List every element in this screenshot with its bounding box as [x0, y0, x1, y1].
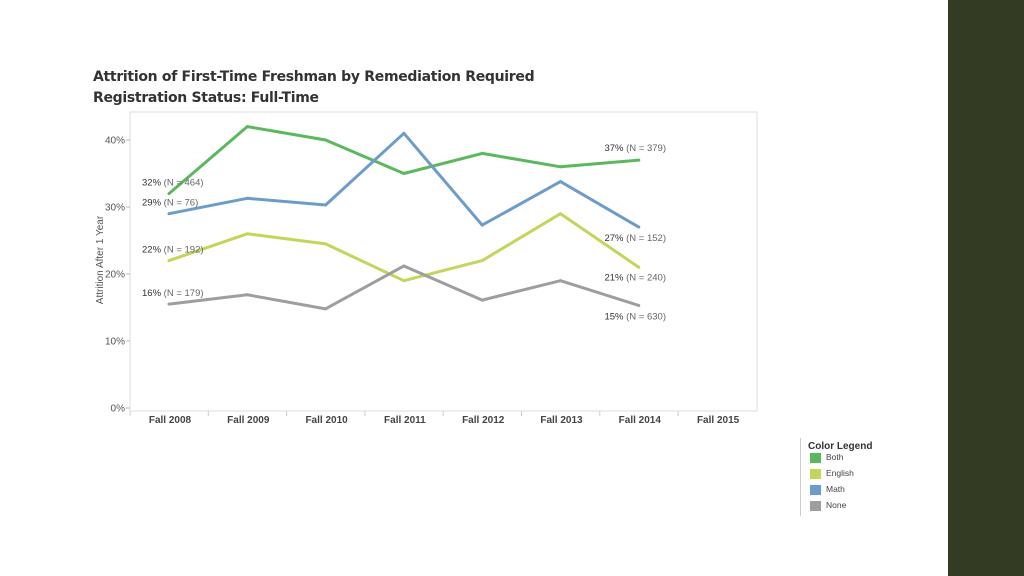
legend-label: Both: [826, 452, 844, 462]
data-point-math: [637, 225, 641, 229]
legend-label: None: [826, 500, 847, 510]
data-point-math: [167, 212, 171, 216]
data-point-english: [167, 259, 171, 263]
legend-swatch: [810, 501, 821, 511]
x-tick-label: Fall 2012: [462, 415, 505, 426]
x-tick-label: Fall 2014: [619, 415, 662, 426]
series-line-both: [168, 125, 639, 195]
x-tick-label: Fall 2008: [149, 415, 192, 426]
sidebar-band: [948, 0, 1024, 576]
x-tick-label: Fall 2015: [697, 415, 740, 426]
data-point-english: [480, 259, 484, 263]
legend-label: English: [826, 468, 854, 478]
y-tick-label: 0%: [111, 404, 126, 415]
series-line-english: [168, 212, 640, 283]
legend-swatch: [810, 469, 821, 479]
last-point-label: 37% (N = 379): [604, 143, 666, 154]
last-point-label: 27% (N = 152): [604, 233, 666, 244]
y-tick-label: 30%: [105, 203, 125, 214]
data-point-english: [559, 212, 562, 216]
first-point-label: 29% (N = 76): [142, 198, 198, 209]
data-point-both: [402, 172, 406, 175]
data-point-english: [324, 242, 328, 246]
legend-label: Math: [826, 484, 845, 494]
data-point-english: [637, 265, 641, 269]
first-point-label: 16% (N = 179): [142, 288, 204, 299]
x-tick-label: Fall 2011: [384, 415, 426, 426]
point-labels: 32% (N = 464) 37% (N = 379) 22% (N = 192) 2…: [142, 143, 666, 322]
data-point-english: [402, 279, 406, 283]
data-point-english: [245, 232, 249, 236]
series-line-none: [168, 264, 640, 311]
y-tick-label: 40%: [105, 136, 125, 147]
x-tick-label: Fall 2013: [540, 415, 583, 426]
legend-title: Color Legend: [808, 441, 873, 452]
data-point-none: [480, 298, 484, 302]
data-point-none: [402, 264, 406, 268]
chart-title: Attrition of First-Time Freshman by Reme…: [93, 69, 535, 85]
data-point-math: [324, 203, 328, 207]
data-point-both: [324, 138, 328, 142]
series-line-math: [168, 131, 640, 229]
x-tick-label: Fall 2009: [227, 415, 270, 426]
last-point-label: 15% (N = 630): [604, 311, 666, 322]
data-point-none: [245, 293, 249, 297]
data-point-both: [559, 165, 562, 169]
data-point-none: [167, 302, 171, 306]
data-point-math: [559, 180, 562, 184]
x-tick-label: Fall 2010: [305, 415, 348, 426]
y-tick-label: 10%: [105, 337, 125, 348]
data-point-math: [480, 223, 484, 227]
data-point-both: [480, 151, 484, 155]
y-axis-title: Attrition After 1 Year: [95, 215, 106, 304]
legend-swatch: [810, 453, 821, 463]
chart-subtitle: Registration Status: Full-Time: [93, 90, 319, 106]
data-point-both: [637, 158, 641, 162]
last-point-label: 21% (N = 240): [604, 272, 666, 283]
data-point-none: [324, 307, 328, 311]
chart-axes: 0% 10% 20% 30% 40% Fall 2008 Fall 2009 Fall 201…: [105, 136, 740, 427]
color-legend: Color Legend Both English Math None: [800, 438, 881, 516]
data-point-math: [402, 131, 406, 135]
first-point-label: 32% (N = 464): [142, 178, 204, 189]
data-point-both: [245, 125, 249, 129]
legend-swatch: [810, 485, 821, 495]
first-point-label: 22% (N = 192): [142, 245, 204, 256]
plot-border: [129, 111, 758, 412]
data-point-both: [167, 192, 171, 196]
data-point-none: [559, 279, 562, 283]
series-lines: [167, 125, 641, 311]
chart-frame: [129, 111, 758, 412]
y-tick-label: 20%: [105, 270, 125, 281]
data-point-math: [245, 196, 249, 200]
data-point-none: [637, 303, 641, 307]
